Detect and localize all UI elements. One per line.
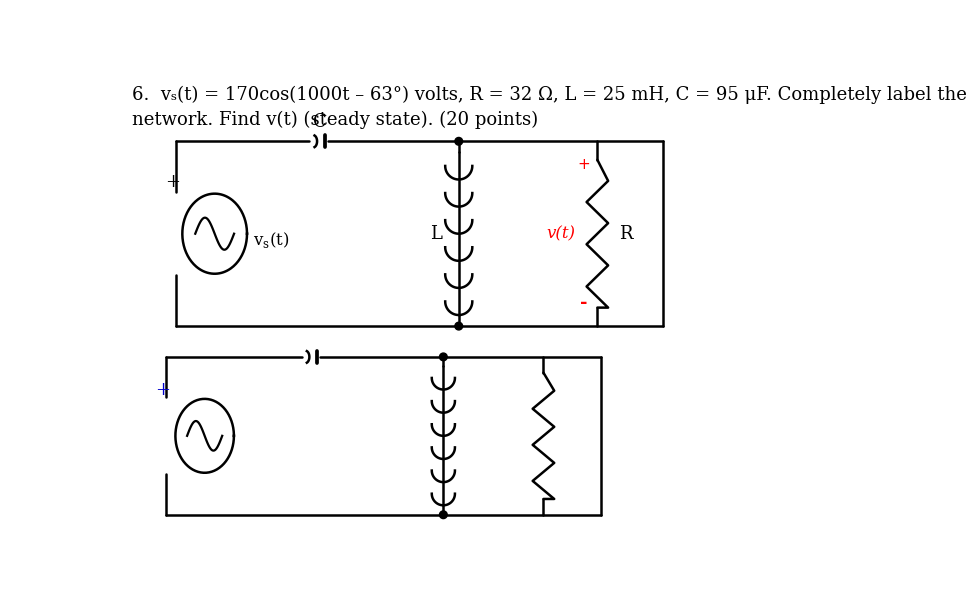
- Text: network. Find v(t) (steady state). (20 points): network. Find v(t) (steady state). (20 p…: [131, 110, 538, 129]
- Text: R: R: [619, 225, 632, 243]
- Text: 6.  vₛ(t) = 170cos(1000t – 63°) volts, R = 32 Ω, L = 25 mH, C = 95 μF. Completel: 6. vₛ(t) = 170cos(1000t – 63°) volts, R …: [131, 86, 971, 104]
- Text: v$_\mathregular{s}$(t): v$_\mathregular{s}$(t): [253, 230, 289, 250]
- Circle shape: [440, 511, 448, 518]
- Text: C: C: [314, 113, 327, 131]
- Text: v(t): v(t): [547, 225, 576, 242]
- Circle shape: [454, 137, 462, 145]
- Text: +: +: [165, 173, 180, 191]
- Text: L: L: [430, 225, 442, 243]
- Circle shape: [454, 322, 462, 330]
- Text: +: +: [577, 157, 589, 172]
- Text: +: +: [154, 380, 170, 398]
- Circle shape: [440, 353, 448, 361]
- Text: -: -: [580, 294, 587, 312]
